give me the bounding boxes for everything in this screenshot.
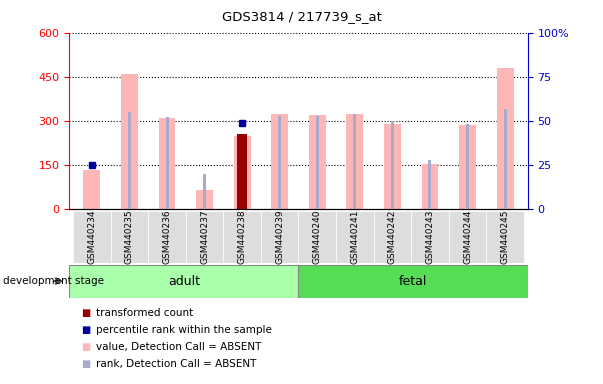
FancyBboxPatch shape: [298, 211, 336, 263]
Bar: [504, 109, 507, 209]
Bar: [316, 116, 319, 209]
Bar: [429, 160, 432, 209]
Text: GDS3814 / 217739_s_at: GDS3814 / 217739_s_at: [221, 10, 382, 23]
Bar: [165, 118, 168, 209]
FancyBboxPatch shape: [73, 211, 111, 263]
Bar: [466, 124, 469, 209]
Text: GSM440238: GSM440238: [238, 210, 247, 265]
Text: GSM440237: GSM440237: [200, 210, 209, 265]
Bar: [159, 118, 175, 209]
Bar: [234, 136, 251, 209]
Bar: [121, 74, 138, 209]
FancyBboxPatch shape: [111, 211, 148, 263]
Text: transformed count: transformed count: [96, 308, 194, 318]
Bar: [271, 114, 288, 209]
Bar: [203, 174, 206, 209]
Text: adult: adult: [168, 275, 200, 288]
FancyBboxPatch shape: [223, 211, 261, 263]
FancyBboxPatch shape: [411, 211, 449, 263]
Text: percentile rank within the sample: percentile rank within the sample: [96, 325, 273, 335]
Text: GSM440243: GSM440243: [426, 210, 434, 264]
Bar: [238, 134, 247, 209]
Bar: [346, 114, 363, 209]
FancyBboxPatch shape: [336, 211, 374, 263]
FancyBboxPatch shape: [261, 211, 298, 263]
Bar: [459, 125, 476, 209]
Bar: [128, 112, 131, 209]
Text: GSM440236: GSM440236: [163, 210, 171, 265]
Bar: [278, 116, 281, 209]
Bar: [384, 124, 401, 209]
Bar: [196, 190, 213, 209]
Text: GSM440245: GSM440245: [500, 210, 510, 264]
FancyBboxPatch shape: [449, 211, 486, 263]
Bar: [309, 115, 326, 209]
Text: GSM440239: GSM440239: [275, 210, 284, 265]
FancyBboxPatch shape: [374, 211, 411, 263]
FancyBboxPatch shape: [486, 211, 524, 263]
Text: fetal: fetal: [399, 275, 428, 288]
FancyBboxPatch shape: [148, 211, 186, 263]
Bar: [83, 170, 100, 209]
Text: value, Detection Call = ABSENT: value, Detection Call = ABSENT: [96, 342, 262, 352]
Text: GSM440234: GSM440234: [87, 210, 96, 264]
Text: GSM440242: GSM440242: [388, 210, 397, 264]
FancyBboxPatch shape: [298, 265, 528, 298]
Text: GSM440235: GSM440235: [125, 210, 134, 265]
FancyBboxPatch shape: [69, 265, 298, 298]
Text: GSM440240: GSM440240: [313, 210, 322, 264]
Text: rank, Detection Call = ABSENT: rank, Detection Call = ABSENT: [96, 359, 257, 369]
Bar: [353, 114, 356, 209]
Bar: [497, 68, 514, 209]
Bar: [421, 164, 438, 209]
Text: GSM440244: GSM440244: [463, 210, 472, 264]
Text: GSM440241: GSM440241: [350, 210, 359, 264]
Text: ■: ■: [81, 342, 90, 352]
Bar: [391, 121, 394, 209]
Text: ■: ■: [81, 325, 90, 335]
Text: ■: ■: [81, 359, 90, 369]
FancyBboxPatch shape: [186, 211, 223, 263]
Text: development stage: development stage: [3, 276, 104, 286]
Text: ■: ■: [81, 308, 90, 318]
